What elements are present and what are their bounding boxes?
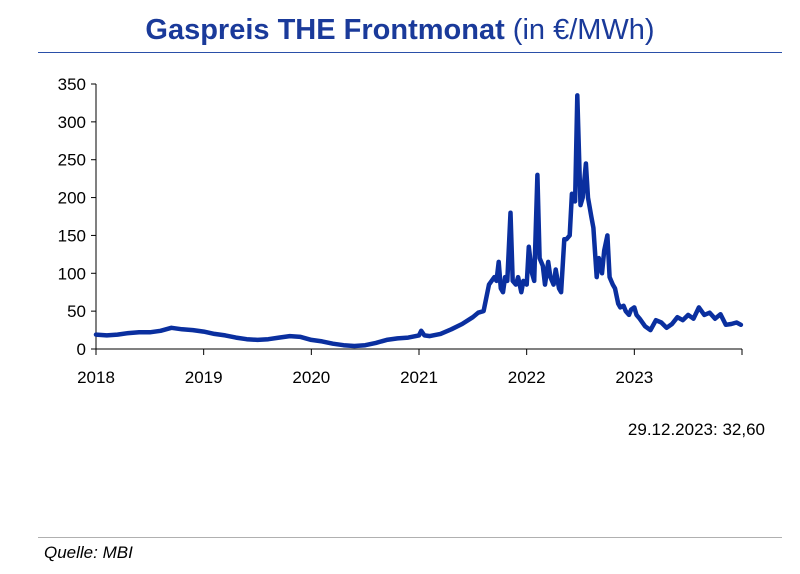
x-tick-label: 2020 <box>292 368 330 387</box>
x-tick-label: 2018 <box>77 368 115 387</box>
chart-title-main: Gaspreis THE Frontmonat <box>145 14 505 46</box>
y-tick-label: 100 <box>58 264 86 283</box>
y-tick-label: 150 <box>58 226 86 245</box>
chart-title: Gaspreis THE Frontmonat (in €/MWh) <box>0 14 800 47</box>
y-tick-label: 250 <box>58 151 86 170</box>
source-note: Quelle: MBI <box>44 543 133 562</box>
y-tick-label: 50 <box>67 302 86 321</box>
last-value-annotation: 29.12.2023: 32,60 <box>627 420 765 439</box>
footer-divider <box>38 537 782 538</box>
chart-title-unit: (in €/MWh) <box>512 14 655 46</box>
title-underline <box>38 52 782 53</box>
x-tick-label: 2023 <box>615 368 653 387</box>
x-tick-label: 2022 <box>508 368 546 387</box>
y-tick-label: 350 <box>58 75 86 94</box>
series-line-gas-price <box>93 93 744 349</box>
y-tick-label: 200 <box>58 189 86 208</box>
y-tick-label: 300 <box>58 113 86 132</box>
x-tick-label: 2021 <box>400 368 438 387</box>
y-tick-label: 0 <box>77 340 86 359</box>
x-tick-label: 2019 <box>185 368 223 387</box>
